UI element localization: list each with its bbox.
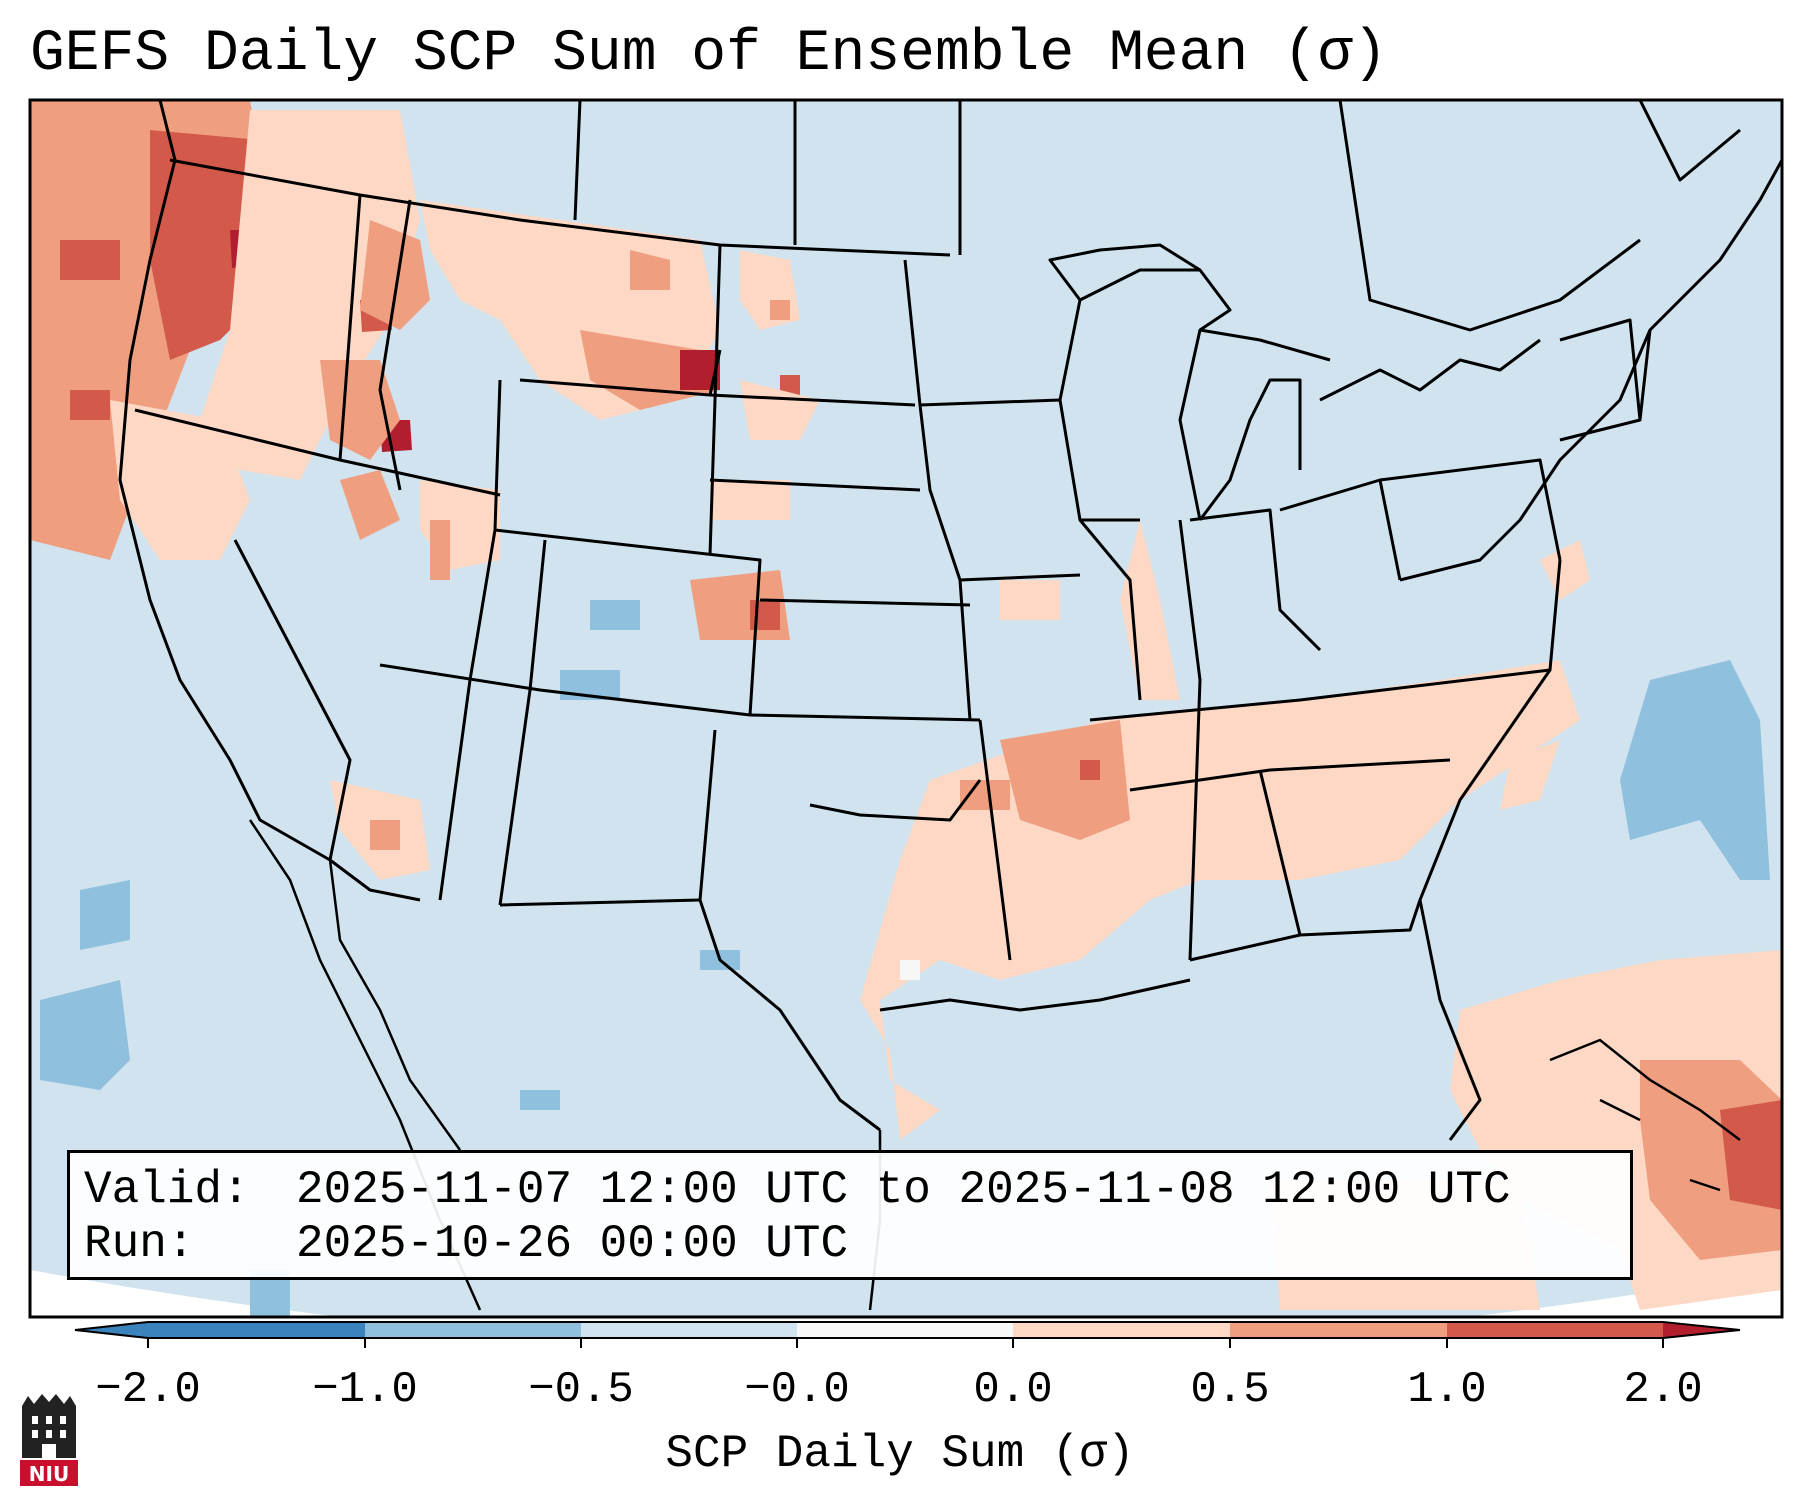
map-panel bbox=[30, 100, 1782, 1317]
valid-value: 2025-11-07 12:00 UTC to 2025-11-08 12:00… bbox=[296, 1164, 1511, 1216]
colorbar-tick-label: −2.0 bbox=[95, 1365, 201, 1415]
run-row: Run: 2025-10-26 00:00 UTC bbox=[84, 1217, 1630, 1271]
colorbar-segment-3 bbox=[581, 1322, 797, 1338]
colorbar-tick-label: −0.5 bbox=[528, 1365, 634, 1415]
colorbar-extend-high bbox=[1663, 1322, 1740, 1338]
colorbar-tick-label: 0.0 bbox=[973, 1365, 1053, 1415]
anomaly-pacific-northwest bbox=[30, 100, 430, 560]
colorbar-tick-label: −0.0 bbox=[744, 1365, 850, 1415]
colorbar-title: SCP Daily Sum (σ) bbox=[665, 1428, 1135, 1480]
state-boundaries bbox=[118, 100, 1782, 1141]
anomaly-northern-plains bbox=[420, 200, 820, 580]
colorbar-tick-label: −1.0 bbox=[312, 1365, 418, 1415]
colorbar bbox=[74, 1321, 1741, 1348]
map-frame bbox=[28, 98, 1784, 1319]
svg-text:NIU: NIU bbox=[29, 1462, 69, 1486]
run-label: Run: bbox=[84, 1218, 195, 1270]
anomaly-central-plains bbox=[560, 480, 790, 700]
map-title: GEFS Daily SCP Sum of Ensemble Mean (σ) bbox=[30, 22, 1388, 87]
colorbar-tick-label: 1.0 bbox=[1407, 1365, 1487, 1415]
colorbar-segment-7 bbox=[1447, 1322, 1663, 1338]
colorbar-segment-6 bbox=[1230, 1322, 1447, 1338]
valid-row: Valid: 2025-11-07 12:00 UTC to 2025-11-08… bbox=[84, 1163, 1630, 1217]
niu-logo-icon: NIU bbox=[20, 1394, 78, 1486]
colorbar-tick-label: 0.5 bbox=[1190, 1365, 1270, 1415]
run-value: 2025-10-26 00:00 UTC bbox=[296, 1218, 849, 1270]
valid-run-box: Valid: 2025-11-07 12:00 UTC to 2025-11-08… bbox=[67, 1150, 1633, 1280]
projection-edge bbox=[30, 1270, 1782, 1317]
colorbar-tick-label: 2.0 bbox=[1623, 1365, 1703, 1415]
valid-label: Valid: bbox=[84, 1164, 250, 1216]
anomaly-southeast bbox=[330, 520, 1590, 1140]
colorbar-segment-5 bbox=[1013, 1322, 1230, 1338]
colorbar-segment-4 bbox=[797, 1322, 1013, 1338]
colorbar-extend-low bbox=[75, 1322, 148, 1338]
colorbar-segment-1 bbox=[148, 1322, 365, 1338]
colorbar-segment-2 bbox=[365, 1322, 581, 1338]
anomaly-negative bbox=[40, 660, 1770, 1317]
